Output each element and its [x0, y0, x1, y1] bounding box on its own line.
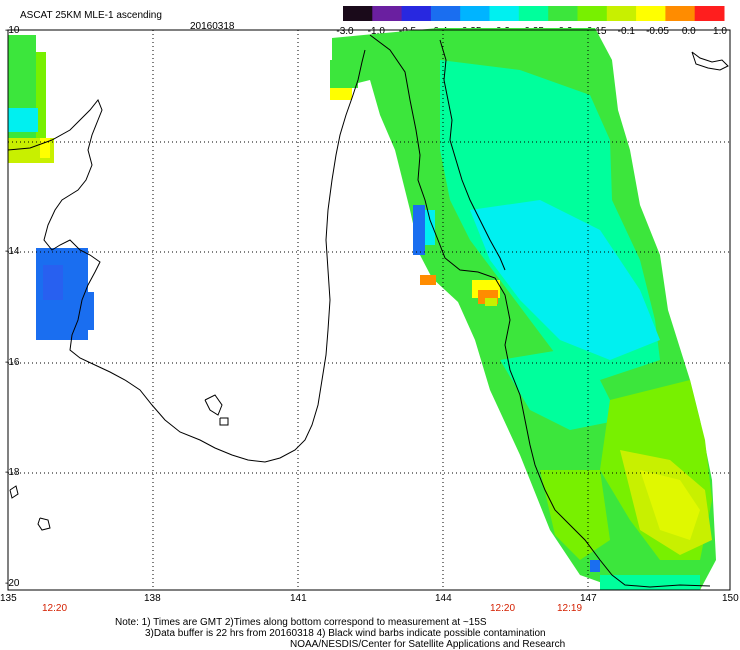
- lon-label-144: 144: [435, 593, 452, 604]
- colorbar-swatch: [430, 6, 461, 21]
- colorbar-swatch: [665, 6, 696, 21]
- time-label-mid: 12:20: [490, 603, 516, 614]
- colorbar-swatch: [606, 6, 637, 21]
- colorbar-tick-label: 0.0: [681, 26, 696, 37]
- coastline: [7, 34, 729, 588]
- colorbar-swatch: [694, 6, 725, 21]
- lon-label-135: 135: [0, 593, 17, 604]
- colorbar-swatch: [548, 6, 578, 21]
- colorbar-tick-label: -3.0: [336, 26, 354, 37]
- lon-label-138: 138: [144, 593, 161, 604]
- colorbar-swatch: [636, 6, 666, 21]
- colorbar-tick-label: 1.0: [713, 26, 727, 37]
- colorbar: [343, 6, 725, 21]
- footer-note-3: NOAA/NESDIS/Center for Satellite Applica…: [290, 639, 566, 650]
- colorbar-tick-label: -0.1: [617, 26, 635, 37]
- lat-label-14: -14: [5, 246, 20, 257]
- time-label-left: 12:20: [42, 603, 68, 614]
- data-swath-main: [330, 28, 716, 590]
- lon-label-141: 141: [290, 593, 307, 604]
- lat-label-20: -20: [5, 578, 20, 589]
- colorbar-tick-label: -0.05: [646, 26, 669, 37]
- footer-note-2: 3)Data buffer is 22 hrs from 20160318 4)…: [145, 628, 546, 639]
- colorbar-swatch: [343, 6, 373, 21]
- colorbar-swatch: [460, 6, 490, 21]
- lat-label-10: -10: [5, 25, 20, 36]
- lon-label-150: 150: [722, 593, 739, 604]
- colorbar-swatch: [489, 6, 520, 21]
- lat-label-16: -16: [5, 357, 20, 368]
- product-title: ASCAT 25KM MLE-1 ascending: [20, 10, 162, 21]
- data-swath-left: [8, 35, 94, 340]
- colorbar-tick-label: -1.0: [367, 26, 385, 37]
- colorbar-swatch: [577, 6, 608, 21]
- lat-label-18: -18: [5, 467, 20, 478]
- footer-note-1: Note: 1) Times are GMT 2)Times along bot…: [115, 617, 487, 628]
- lon-label-147: 147: [580, 593, 597, 604]
- map-frame: [7, 29, 731, 591]
- product-date: 20160318: [190, 21, 235, 32]
- colorbar-swatch: [401, 6, 432, 21]
- colorbar-swatch: [372, 6, 403, 21]
- lat-lon-grid: [8, 30, 730, 590]
- colorbar-swatch: [518, 6, 549, 21]
- time-label-right: 12:19: [557, 603, 583, 614]
